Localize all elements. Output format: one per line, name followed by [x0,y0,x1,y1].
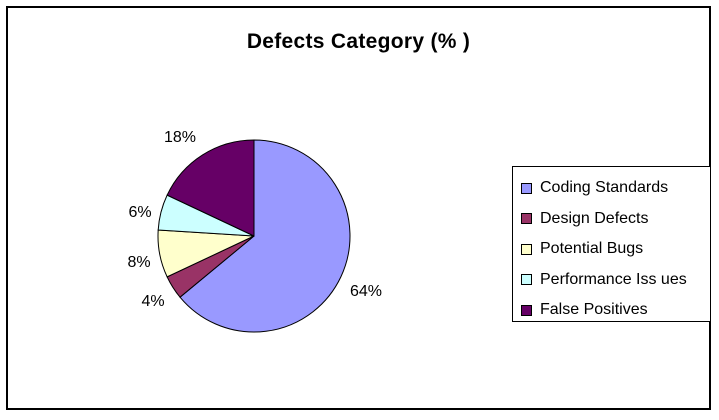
data-label: 4% [141,293,164,310]
legend: Coding Standards Design Defects Potentia… [512,166,711,322]
legend-swatch [521,304,532,316]
legend-item: False Positives [521,295,710,326]
legend-item: Coding Standards [521,173,710,204]
legend-label: False Positives [540,301,648,319]
legend-swatch [521,182,532,194]
legend-label: Design Defects [540,209,649,227]
data-label: 18% [164,129,196,146]
pie-slice-coding-standards [179,139,351,333]
legend-swatch [521,213,532,225]
chart-title: Defects Category (% ) [246,30,471,53]
chart-frame: Defects Category (% ) Coding Standards D… [6,6,711,410]
pie-slice-false-positives [166,139,255,237]
legend-swatch [521,274,532,286]
legend-item: Potential Bugs [521,234,710,265]
legend-swatch [521,243,532,255]
legend-label: Coding Standards [540,179,669,197]
data-label: 64% [350,283,382,300]
data-label: 8% [127,254,150,271]
legend-label: Performance Iss ues [540,270,687,288]
legend-item: Design Defects [521,204,710,235]
data-label: 6% [128,204,151,221]
legend-label: Potential Bugs [540,240,644,258]
legend-item: Performance Iss ues [521,265,710,296]
